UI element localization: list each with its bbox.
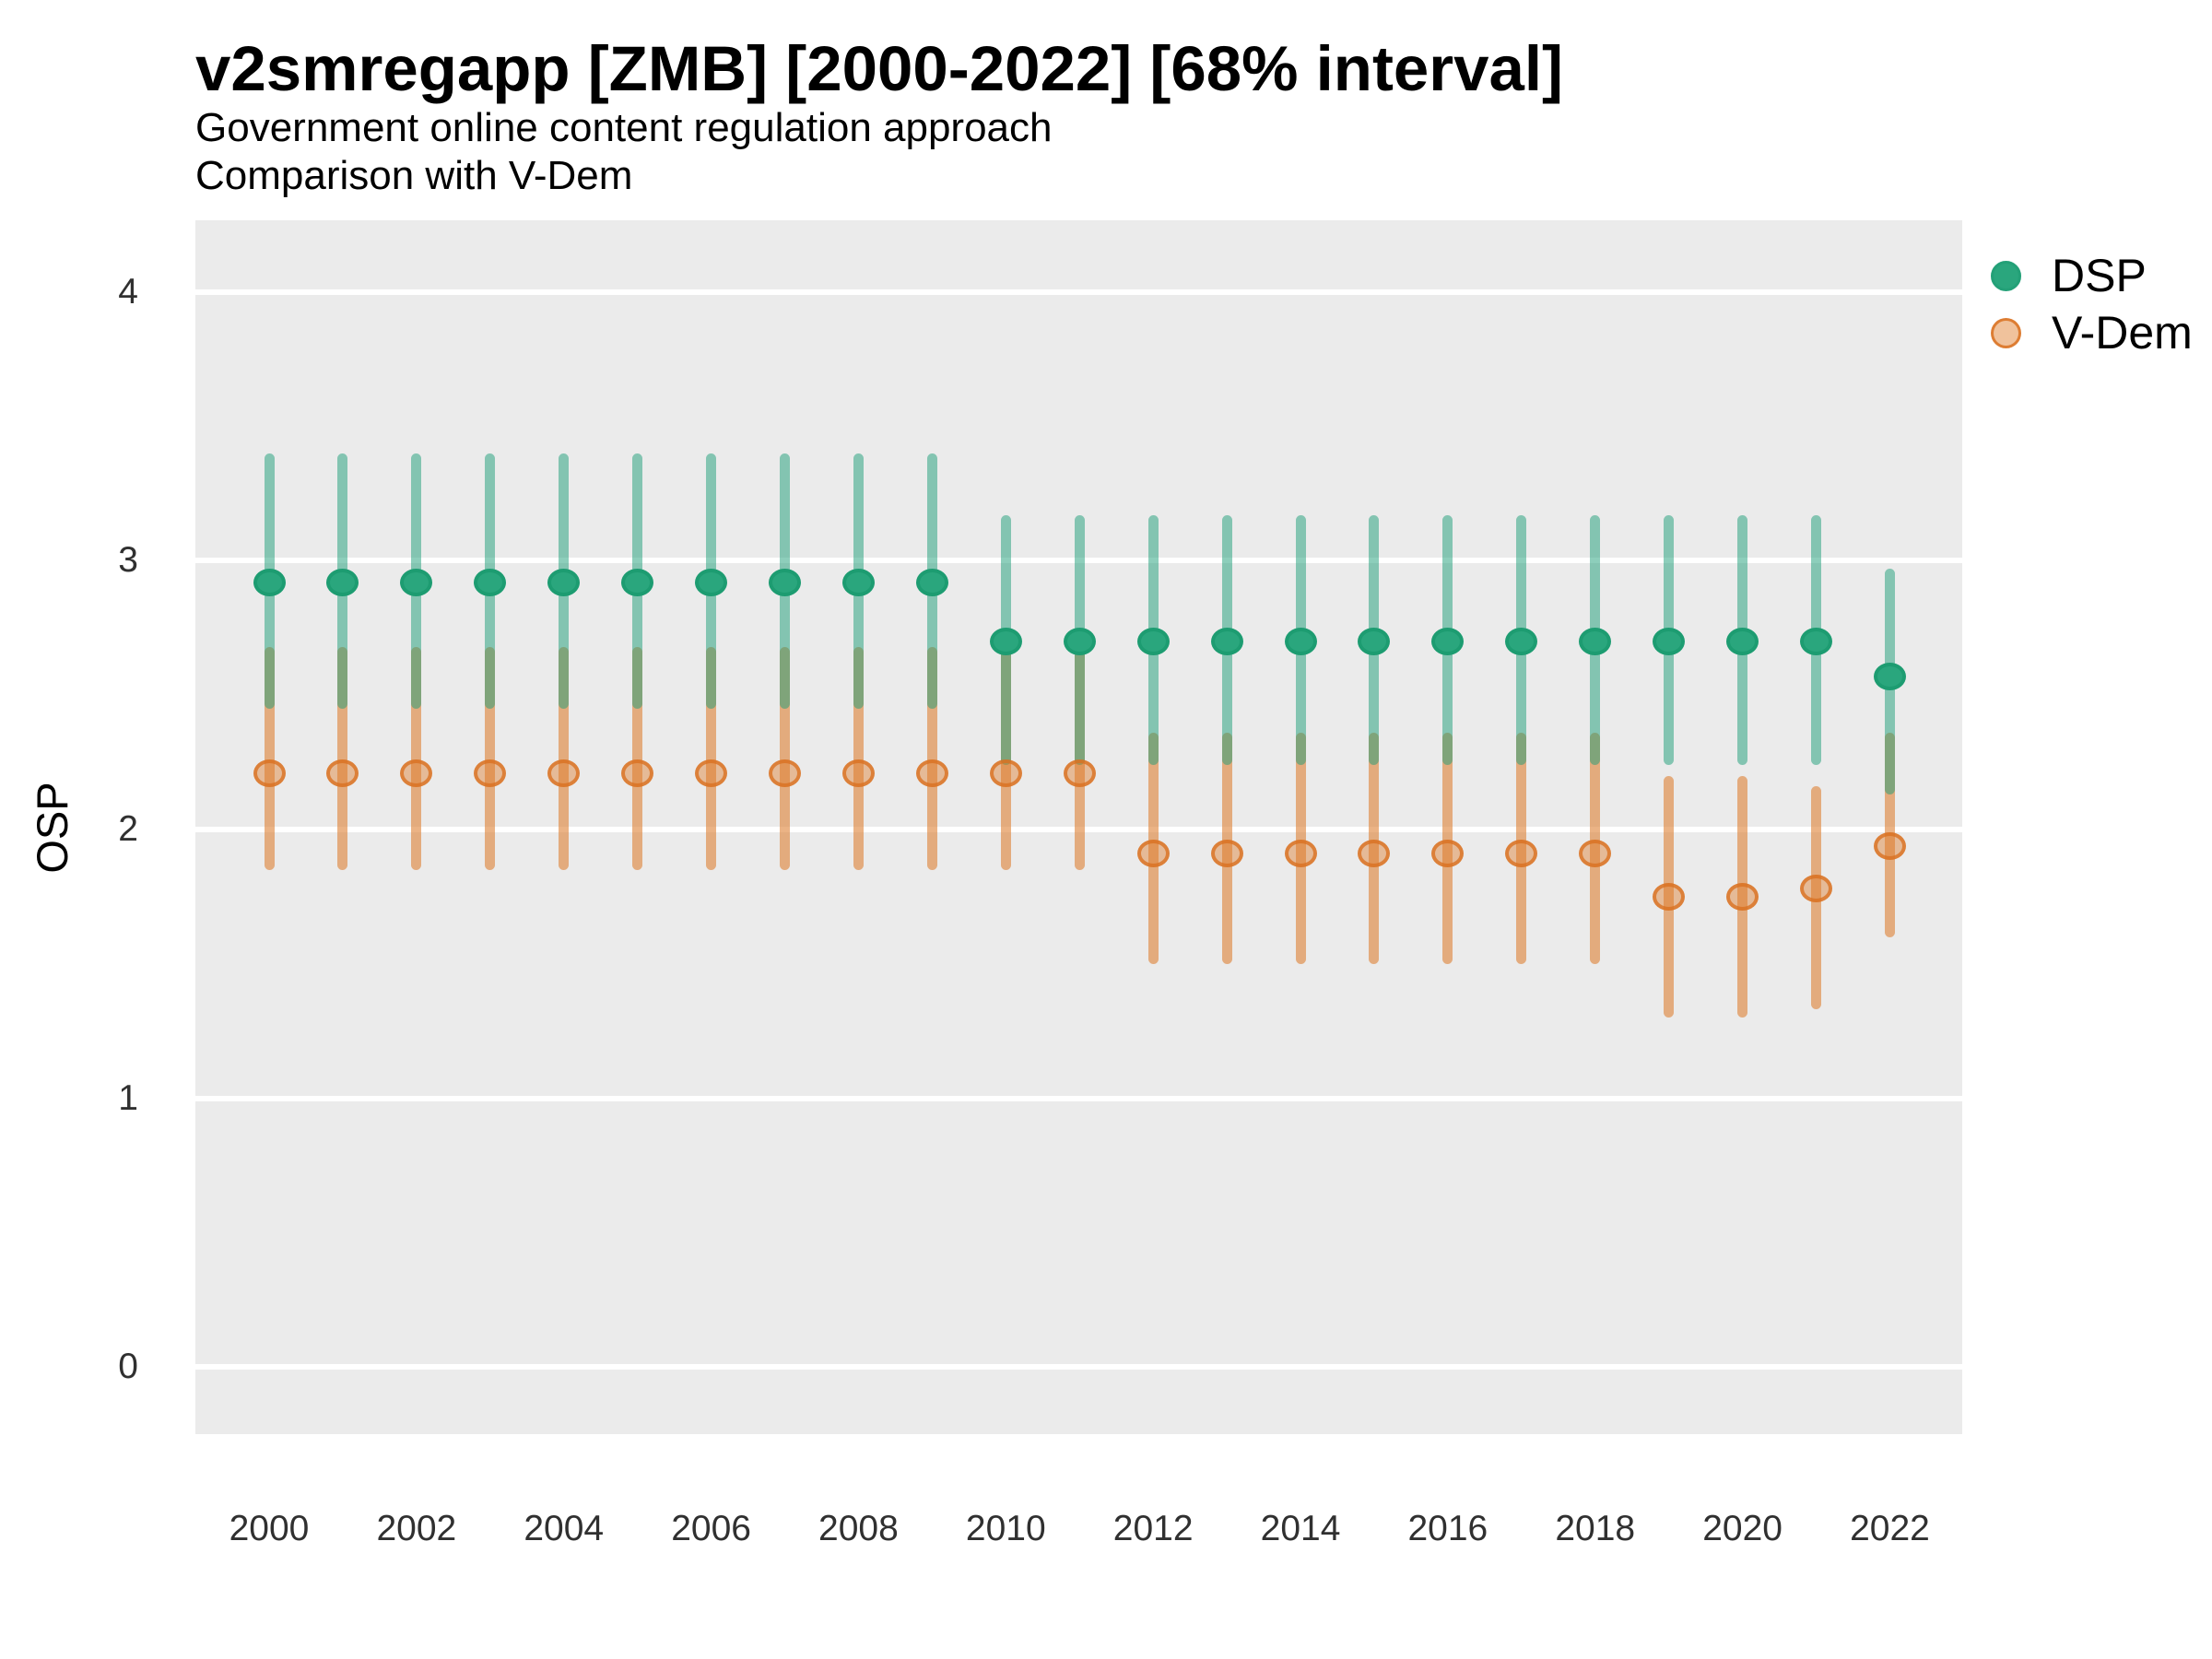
x-tick-label-2012: 2012: [1112, 1509, 1194, 1548]
dsp-point-2003: [474, 568, 507, 596]
vdem-point-2019: [1653, 882, 1686, 911]
vdem-point-2002: [400, 759, 433, 787]
vdem-interval-bar-2007: [780, 646, 790, 870]
dsp-point-2021: [1800, 627, 1833, 655]
legend-key-dsp-icon: [1991, 260, 2021, 291]
legend-key-vdem-icon: [1991, 317, 2021, 348]
dsp-point-2013: [1210, 627, 1243, 655]
dsp-point-2020: [1726, 627, 1759, 655]
vdem-point-2014: [1284, 840, 1317, 868]
dsp-point-2016: [1431, 627, 1465, 655]
vdem-interval-bar-2005: [632, 646, 643, 870]
dsp-point-2012: [1136, 627, 1170, 655]
dsp-point-2017: [1505, 627, 1538, 655]
vdem-interval-bar-2006: [706, 646, 717, 870]
vdem-point-2010: [989, 759, 1022, 787]
chart-title: v2smregapp [ZMB] [2000-2022] [68% interv…: [195, 33, 1564, 104]
vdem-interval-bar-2009: [926, 646, 937, 870]
x-tick-label-2014: 2014: [1260, 1509, 1341, 1548]
vdem-point-2009: [915, 759, 948, 787]
vdem-point-2021: [1800, 875, 1833, 903]
vdem-point-2015: [1358, 840, 1391, 868]
dsp-point-2002: [400, 568, 433, 596]
legend-item-dsp: DSP: [1991, 247, 2193, 304]
plot-panel: [195, 220, 1962, 1434]
vdem-point-2013: [1210, 840, 1243, 868]
dsp-point-2004: [547, 568, 581, 596]
dsp-point-2018: [1579, 627, 1612, 655]
vdem-point-2001: [326, 759, 359, 787]
vdem-interval-bar-2001: [337, 646, 348, 870]
x-tick-label-2002: 2002: [376, 1509, 457, 1548]
y-tick-label-1: 1: [118, 1077, 138, 1118]
dsp-point-2009: [915, 568, 948, 596]
dsp-point-2019: [1653, 627, 1686, 655]
dsp-point-2022: [1873, 662, 1906, 690]
gridline-y-4: [195, 288, 1962, 295]
vdem-point-2011: [1063, 759, 1096, 787]
vdem-point-2020: [1726, 882, 1759, 911]
vdem-point-2000: [253, 759, 286, 787]
vdem-interval-bar-2003: [485, 646, 496, 870]
dsp-point-2015: [1358, 627, 1391, 655]
dsp-point-2006: [695, 568, 728, 596]
dsp-point-2014: [1284, 627, 1317, 655]
dsp-point-2008: [841, 568, 875, 596]
legend-item-vdem: V-Dem: [1991, 304, 2193, 361]
chart-subtitle-line1: Government online content regulation app…: [195, 105, 1053, 150]
vdem-point-2012: [1136, 840, 1170, 868]
x-tick-label-2000: 2000: [229, 1509, 310, 1548]
vdem-interval-bar-2000: [264, 646, 275, 870]
chart-subtitle-line2: Comparison with V-Dem: [195, 153, 633, 198]
vdem-interval-bar-2008: [853, 646, 864, 870]
x-tick-label-2020: 2020: [1702, 1509, 1783, 1548]
dsp-point-2010: [989, 627, 1022, 655]
x-tick-label-2016: 2016: [1407, 1509, 1488, 1548]
vdem-interval-bar-2004: [559, 646, 570, 870]
x-tick-label-2006: 2006: [671, 1509, 751, 1548]
y-tick-label-4: 4: [118, 271, 138, 312]
vdem-point-2017: [1505, 840, 1538, 868]
x-tick-label-2010: 2010: [965, 1509, 1046, 1548]
vdem-interval-bar-2002: [411, 646, 422, 870]
vdem-point-2016: [1431, 840, 1465, 868]
dsp-point-2000: [253, 568, 286, 596]
vdem-point-2003: [474, 759, 507, 787]
dsp-point-2007: [769, 568, 801, 596]
vdem-point-2004: [547, 759, 581, 787]
x-tick-label-2008: 2008: [818, 1509, 899, 1548]
x-tick-label-2004: 2004: [524, 1509, 605, 1548]
y-tick-label-0: 0: [118, 1347, 138, 1387]
vdem-point-2007: [769, 759, 801, 787]
legend: DSP V-Dem: [1991, 247, 2193, 361]
vdem-point-2008: [841, 759, 875, 787]
vdem-point-2006: [695, 759, 728, 787]
gridline-y-0: [195, 1364, 1962, 1371]
x-tick-label-2022: 2022: [1850, 1509, 1930, 1548]
x-tick-label-2018: 2018: [1555, 1509, 1636, 1548]
legend-label-vdem: V-Dem: [2052, 307, 2193, 359]
vdem-point-2005: [621, 759, 654, 787]
dsp-point-2005: [621, 568, 654, 596]
gridline-y-1: [195, 1095, 1962, 1101]
y-tick-label-2: 2: [118, 809, 138, 849]
dsp-point-2011: [1063, 627, 1096, 655]
dsp-point-2001: [326, 568, 359, 596]
y-tick-label-3: 3: [118, 540, 138, 581]
vdem-point-2018: [1579, 840, 1612, 868]
vdem-point-2022: [1873, 831, 1906, 860]
legend-label-dsp: DSP: [2052, 250, 2147, 301]
